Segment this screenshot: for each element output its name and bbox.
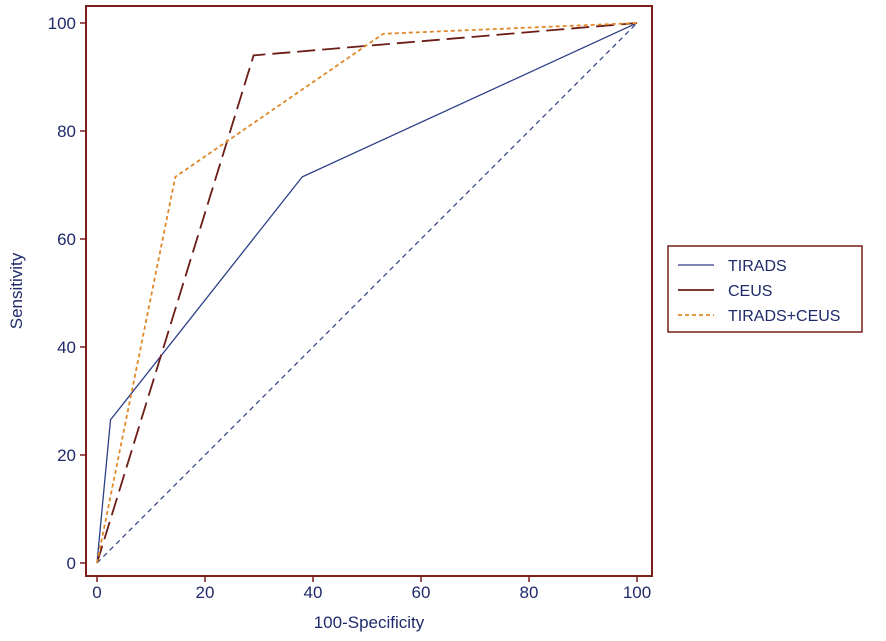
- reference-diagonal-line: [96, 22, 638, 564]
- x-axis-title: 100-Specificity: [314, 613, 425, 632]
- y-tick-label: 80: [57, 122, 76, 141]
- x-tick-label: 0: [92, 583, 101, 602]
- series-line-ceus: [96, 22, 638, 564]
- series-line-tirads: [96, 22, 638, 564]
- x-axis-ticks: 0 20 40 60 80 100: [92, 576, 651, 602]
- legend-items: TIRADS CEUS TIRADS+CEUS: [678, 258, 840, 325]
- legend-label: TIRADS+CEUS: [728, 308, 840, 325]
- plot-series: [96, 22, 638, 564]
- y-tick-label: 100: [48, 14, 76, 33]
- x-tick-label: 80: [520, 583, 539, 602]
- legend: TIRADS CEUS TIRADS+CEUS: [667, 245, 863, 333]
- series-line-tirads-ceus: [96, 22, 638, 564]
- legend-box: [667, 245, 863, 333]
- x-tick-label: 40: [304, 583, 323, 602]
- y-axis-title: Sensitivity: [7, 252, 26, 329]
- y-tick-label: 0: [67, 554, 76, 573]
- y-tick-label: 60: [57, 230, 76, 249]
- x-tick-label: 100: [623, 583, 651, 602]
- x-tick-label: 60: [412, 583, 431, 602]
- legend-label: CEUS: [728, 283, 772, 300]
- y-tick-label: 20: [57, 446, 76, 465]
- plot-frame: [85, 5, 653, 577]
- y-axis-ticks: 0 20 40 60 80 100: [48, 14, 86, 573]
- legend-label: TIRADS: [728, 258, 787, 275]
- x-tick-label: 20: [196, 583, 215, 602]
- y-tick-label: 40: [57, 338, 76, 357]
